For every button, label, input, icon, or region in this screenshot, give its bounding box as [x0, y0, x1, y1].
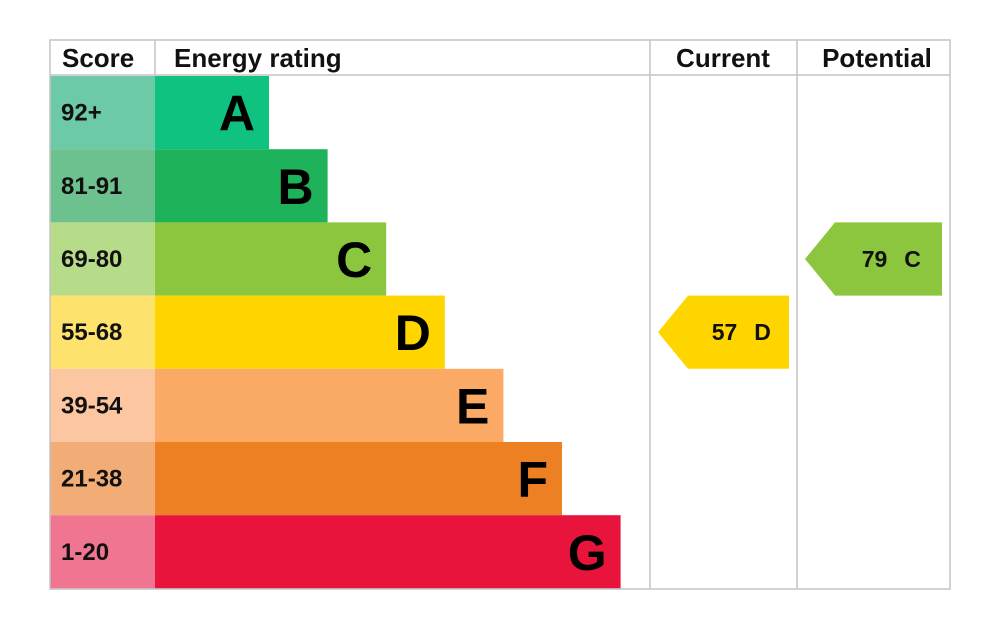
- score-header: Score: [62, 43, 134, 73]
- header-layer: Score Energy rating Current Potential: [62, 43, 932, 73]
- band-letter-c: C: [336, 232, 372, 288]
- band-letter-f: F: [517, 452, 548, 508]
- band-bar-d: [155, 295, 445, 369]
- band-bar-f: [155, 442, 562, 516]
- band-bar-g: [155, 515, 621, 589]
- score-label-c: 69-80: [61, 246, 122, 273]
- chart-border: [49, 39, 951, 590]
- current-indicator: [658, 295, 789, 369]
- current-value: 57: [712, 319, 738, 345]
- score-cell-e: [50, 368, 155, 442]
- score-label-f: 21-38: [61, 466, 122, 493]
- score-cell-g: [50, 515, 155, 589]
- score-cell-a: [50, 76, 155, 150]
- current-header: Current: [676, 43, 770, 73]
- band-bar-a: [155, 76, 269, 150]
- energy-rating-header: Energy rating: [174, 43, 342, 73]
- indicator-layer: 57 D 79 C: [658, 222, 942, 369]
- potential-indicator: [805, 222, 942, 296]
- score-cell-f: [50, 442, 155, 516]
- bands-layer: 92+ A 81-91 B 69-80 C 55-68 D 39-54 E 21-38 F 1-20 G: [50, 76, 621, 589]
- score-label-b: 81-91: [61, 173, 122, 200]
- band-bar-e: [155, 368, 504, 442]
- score-cell-c: [50, 222, 155, 296]
- band-bar-b: [155, 149, 328, 223]
- score-cell-b: [50, 149, 155, 223]
- potential-header: Potential: [822, 43, 932, 73]
- band-letter-b: B: [277, 159, 313, 215]
- score-label-d: 55-68: [61, 319, 122, 346]
- score-label-a: 92+: [61, 100, 102, 127]
- band-letter-g: G: [568, 525, 607, 581]
- current-letter: D: [754, 319, 771, 345]
- score-cell-d: [50, 295, 155, 369]
- band-bar-c: [155, 222, 387, 296]
- potential-letter: C: [904, 246, 921, 272]
- band-letter-d: D: [395, 305, 431, 361]
- score-label-e: 39-54: [61, 392, 123, 419]
- band-letter-e: E: [456, 378, 489, 434]
- potential-value: 79: [862, 246, 888, 272]
- grid-layer: [49, 39, 951, 590]
- score-label-g: 1-20: [61, 539, 109, 566]
- band-letter-a: A: [219, 86, 255, 142]
